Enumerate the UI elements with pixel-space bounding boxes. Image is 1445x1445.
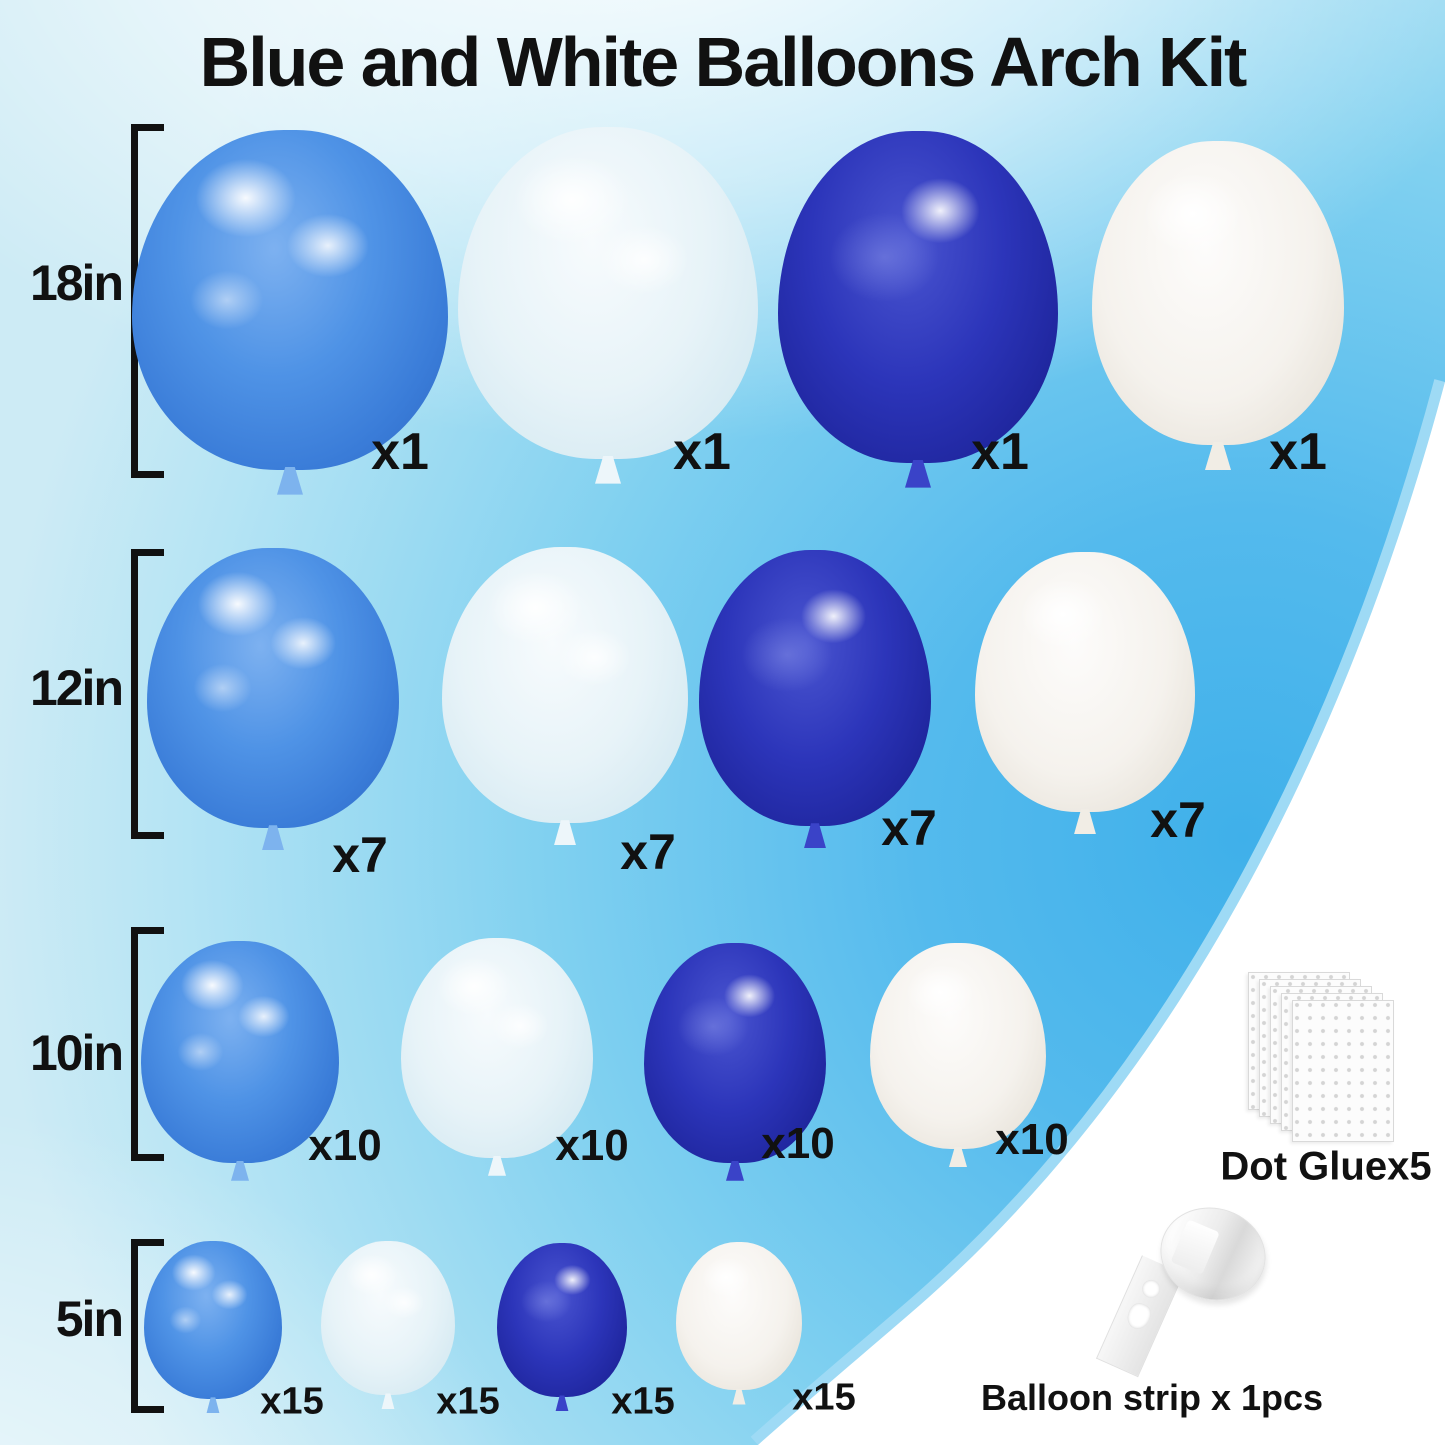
balloon-12in-light-blue bbox=[442, 547, 688, 846]
balloon-18in-light-blue bbox=[458, 127, 758, 484]
balloon-5in-white bbox=[676, 1242, 802, 1405]
balloon-12in-white bbox=[975, 552, 1195, 835]
balloon-count-18in-royal-blue: x1 bbox=[971, 423, 1029, 481]
balloon-count-12in-royal-blue: x7 bbox=[881, 800, 937, 856]
dot-glue-label: Dot Gluex5 bbox=[1220, 1144, 1432, 1189]
strip-hole bbox=[1123, 1299, 1155, 1333]
balloon-count-10in-royal-blue: x10 bbox=[761, 1119, 835, 1168]
balloon-count-18in-white: x1 bbox=[1269, 423, 1327, 481]
size-bracket-12in bbox=[131, 549, 164, 839]
balloon-count-18in-blue: x1 bbox=[371, 423, 429, 481]
page-title: Blue and White Balloons Arch Kit bbox=[199, 23, 1248, 101]
balloon-strip-label: Balloon strip x 1pcs bbox=[980, 1377, 1324, 1418]
balloon-tail bbox=[595, 455, 621, 484]
dot-glue-sheet bbox=[1292, 1000, 1394, 1142]
size-bracket-5in bbox=[131, 1239, 164, 1413]
balloon-tail bbox=[206, 1397, 220, 1414]
balloon-strip-roll bbox=[1096, 1195, 1298, 1398]
balloon-tail bbox=[488, 1155, 506, 1176]
balloon-count-5in-blue: x15 bbox=[260, 1380, 324, 1423]
balloon-18in-royal-blue bbox=[778, 131, 1058, 488]
balloon-18in-white bbox=[1092, 141, 1344, 470]
balloon-tail bbox=[732, 1388, 746, 1405]
balloon-10in-white bbox=[870, 943, 1046, 1167]
dot-glue-sheets bbox=[1248, 972, 1408, 1152]
balloon-tail bbox=[231, 1160, 249, 1181]
size-bracket-10in bbox=[131, 927, 164, 1161]
spool-highlight bbox=[1170, 1219, 1220, 1275]
balloon-count-12in-white: x7 bbox=[1150, 792, 1206, 848]
balloon-tail bbox=[277, 466, 303, 495]
size-label-5in: 5in bbox=[55, 1291, 124, 1347]
balloon-5in-royal-blue bbox=[497, 1243, 627, 1412]
balloon-12in-blue bbox=[147, 548, 399, 851]
balloon-tail bbox=[262, 825, 284, 851]
balloon-count-5in-light-blue: x15 bbox=[436, 1380, 500, 1423]
balloon-12in-royal-blue bbox=[699, 550, 931, 849]
strip-hole bbox=[1139, 1277, 1163, 1301]
balloon-count-10in-blue: x10 bbox=[308, 1121, 382, 1170]
size-label-12in: 12in bbox=[29, 660, 124, 716]
balloon-count-5in-royal-blue: x15 bbox=[611, 1380, 675, 1423]
white-corner-region bbox=[758, 382, 1445, 1445]
size-label-18in: 18in bbox=[29, 255, 124, 311]
balloon-10in-light-blue bbox=[401, 938, 593, 1176]
balloon-tail bbox=[555, 1395, 569, 1412]
balloon-count-10in-light-blue: x10 bbox=[555, 1121, 629, 1170]
balloon-tail bbox=[905, 459, 931, 488]
balloon-tail bbox=[726, 1160, 744, 1181]
balloon-tail bbox=[949, 1146, 967, 1167]
balloon-tail bbox=[554, 820, 576, 846]
balloon-count-5in-white: x15 bbox=[792, 1376, 856, 1419]
balloon-count-18in-light-blue: x1 bbox=[673, 423, 731, 481]
balloon-5in-blue bbox=[144, 1241, 282, 1414]
balloon-tail bbox=[804, 823, 826, 849]
balloon-tail bbox=[1205, 441, 1231, 470]
balloon-10in-blue bbox=[141, 941, 339, 1181]
balloon-10in-royal-blue bbox=[644, 943, 826, 1181]
balloon-tail bbox=[381, 1393, 395, 1410]
balloon-tail bbox=[1074, 809, 1096, 835]
balloon-count-12in-light-blue: x7 bbox=[620, 824, 676, 880]
size-label-10in: 10in bbox=[29, 1025, 124, 1081]
balloon-5in-light-blue bbox=[321, 1241, 455, 1410]
balloon-18in-blue bbox=[132, 130, 448, 495]
balloon-count-12in-blue: x7 bbox=[332, 827, 388, 883]
balloon-count-10in-white: x10 bbox=[995, 1115, 1069, 1164]
